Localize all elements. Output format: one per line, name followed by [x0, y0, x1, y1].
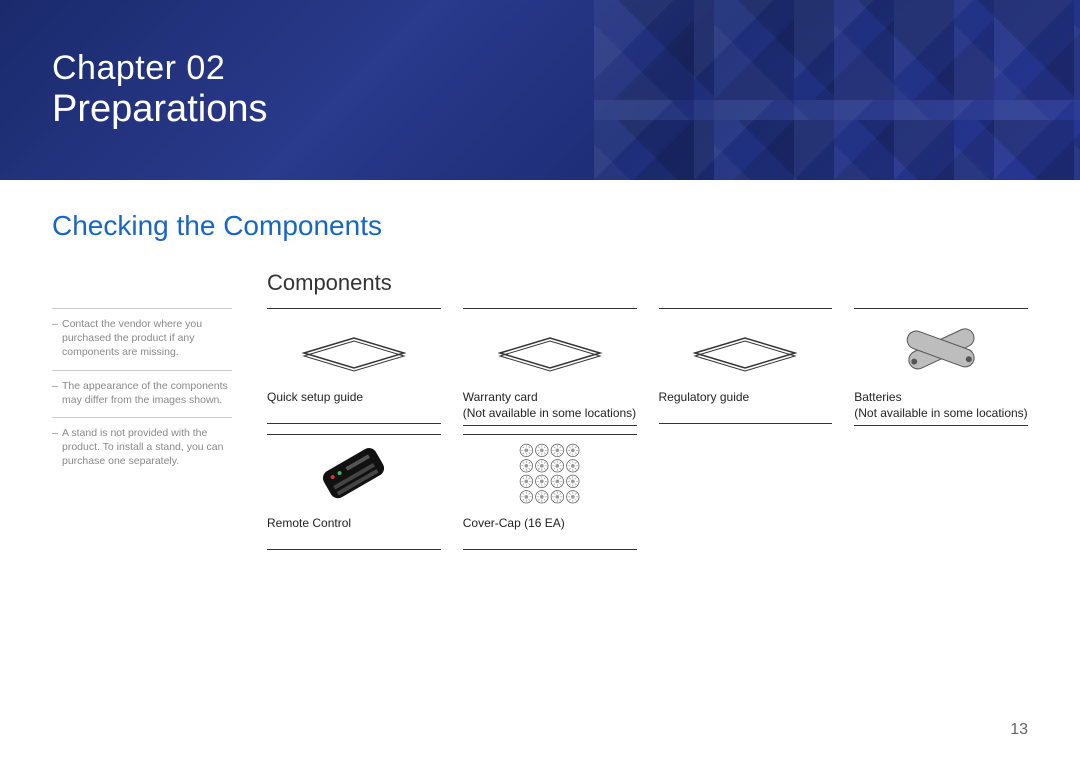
component-cell: Regulatory guide: [659, 308, 833, 426]
batteries-icon: [881, 317, 1001, 379]
sheet-icon: [294, 317, 414, 379]
component-image: [267, 313, 441, 383]
component-label: Cover-Cap (16 EA): [463, 509, 637, 549]
component-cell: Quick setup guide: [267, 308, 441, 426]
chapter-label: Chapter 02: [52, 49, 267, 88]
chapter-banner: Chapter 02 Preparations: [0, 0, 1080, 180]
component-image: [463, 313, 637, 383]
page-content: Checking the Components Components Conta…: [0, 180, 1080, 550]
component-cell: Cover-Cap (16 EA): [463, 434, 637, 550]
component-image: [463, 439, 637, 509]
chapter-title: Preparations: [52, 88, 267, 131]
sidebar-note: The appearance of the components may dif…: [52, 379, 232, 407]
cover-caps-icon: [519, 443, 581, 505]
remote-icon: [294, 443, 414, 505]
component-label: Regulatory guide: [659, 383, 833, 423]
component-cell: Batteries(Not available in some location…: [854, 308, 1028, 426]
sheet-icon: [490, 317, 610, 379]
sidebar-notes: Contact the vendor where you purchased t…: [52, 308, 252, 550]
component-image: [854, 313, 1028, 383]
component-label: Batteries(Not available in some location…: [854, 383, 1028, 425]
sidebar-note: A stand is not provided with the product…: [52, 426, 232, 469]
section-title: Checking the Components: [52, 210, 1028, 242]
banner-text: Chapter 02 Preparations: [52, 49, 267, 131]
sidebar-note: Contact the vendor where you purchased t…: [52, 317, 232, 360]
page-number: 13: [1010, 721, 1028, 739]
component-label: Quick setup guide: [267, 383, 441, 423]
component-cell: Warranty card(Not available in some loca…: [463, 308, 637, 426]
component-grid: Quick setup guide Warranty card(Not avail…: [267, 308, 1028, 550]
component-label: Warranty card(Not available in some loca…: [463, 383, 637, 425]
subsection-title: Components: [267, 270, 1028, 296]
component-image: [659, 313, 833, 383]
component-cell: Remote Control: [267, 434, 441, 550]
sheet-icon: [685, 317, 805, 379]
component-image: [267, 439, 441, 509]
component-label: Remote Control: [267, 509, 441, 549]
